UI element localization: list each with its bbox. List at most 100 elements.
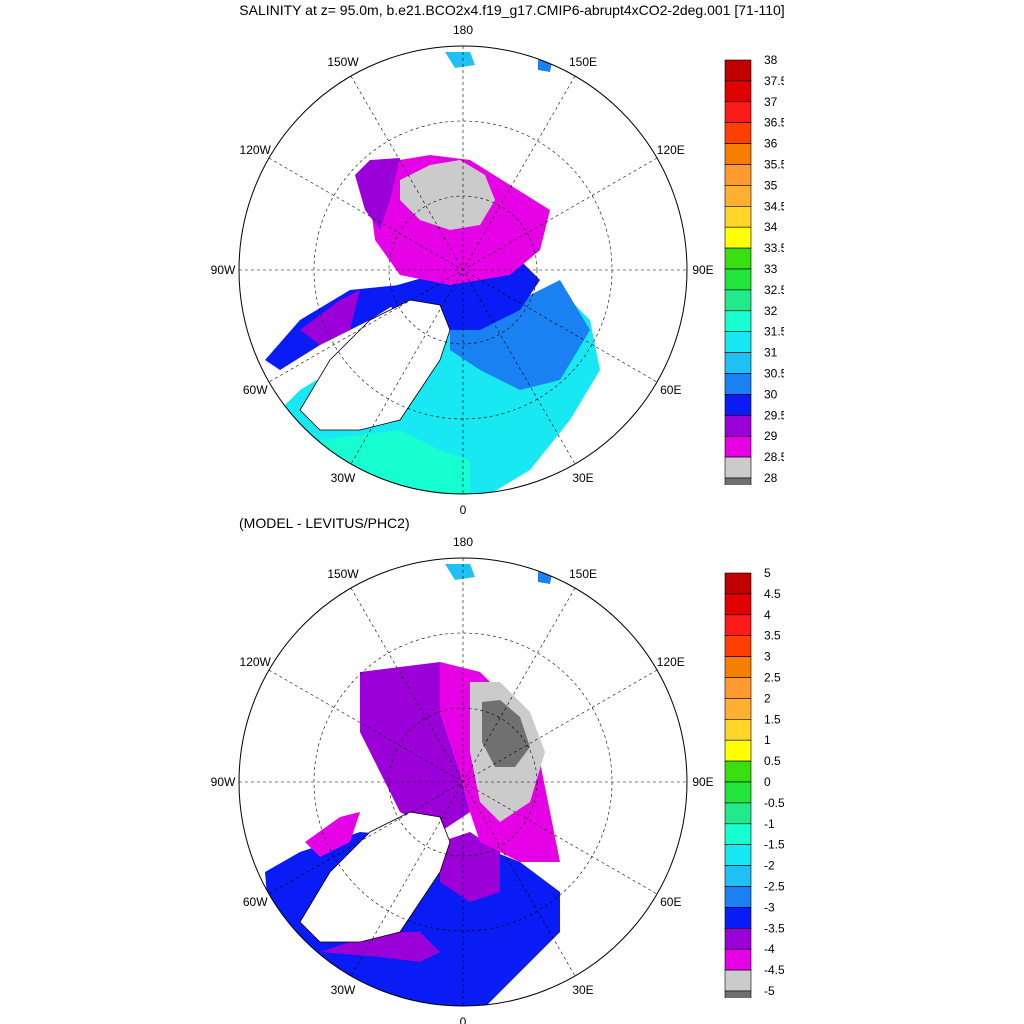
colorbar-swatch bbox=[724, 802, 752, 825]
barents-blue bbox=[450, 280, 590, 390]
colorbar-tick-label: 5 bbox=[764, 568, 771, 580]
colorbar-swatch bbox=[724, 990, 752, 998]
colorbar-tick-label: -2.5 bbox=[764, 880, 784, 894]
colorbar-tick-label: 29.5 bbox=[764, 408, 784, 422]
salinity-colorbar: 38 37.5 37 36.5 36 35.5 35 34.5 34 33.5 33 32.5 32 31… bbox=[724, 55, 784, 485]
colorbar-tick-label: -0.5 bbox=[764, 796, 784, 810]
colorbar-tick-label: -4 bbox=[764, 942, 775, 956]
colorbar-swatch bbox=[724, 268, 752, 291]
colorbar-tick-label: 2 bbox=[764, 691, 771, 705]
longitude-label: 150E bbox=[569, 55, 597, 69]
colorbar-swatch bbox=[724, 80, 752, 103]
longitude-label: 120W bbox=[240, 655, 272, 669]
bering-cyan-2 bbox=[445, 564, 475, 580]
colorbar-tick-label: 36 bbox=[764, 137, 778, 151]
bering-cyan bbox=[445, 52, 475, 68]
colorbar-swatch bbox=[724, 886, 752, 908]
colorbar-swatch bbox=[724, 572, 752, 595]
longitude-label: 90E bbox=[692, 775, 713, 789]
colorbar-swatch bbox=[724, 352, 752, 374]
longitude-label: 60E bbox=[660, 383, 681, 397]
colorbar-tick-label: 33 bbox=[764, 262, 778, 276]
colorbar-swatch bbox=[724, 310, 752, 333]
colorbar-swatch bbox=[724, 373, 752, 395]
greenland-land-2 bbox=[299, 811, 451, 943]
longitude-label: 180 bbox=[453, 535, 473, 549]
colorbar-swatch bbox=[724, 206, 752, 228]
colorbar-tick-label: 33.5 bbox=[764, 241, 784, 255]
longitude-label: 90W bbox=[211, 775, 236, 789]
colorbar-tick-label: 31 bbox=[764, 346, 778, 360]
longitude-label: 180 bbox=[453, 23, 473, 37]
colorbar-swatch bbox=[724, 226, 752, 249]
colorbar-swatch bbox=[724, 414, 752, 437]
archipelago-purple bbox=[300, 290, 360, 345]
colorbar-swatch bbox=[724, 185, 752, 207]
longitude-label: 60E bbox=[660, 895, 681, 909]
colorbar-swatch bbox=[724, 698, 752, 720]
colorbar-tick-label: 4.5 bbox=[764, 587, 781, 601]
colorbar-swatch bbox=[724, 164, 752, 186]
difference-colorbar: 5 4.5 4 3.5 3 2.5 2 1.5 1 0.5 0 -0.5 -1 -1.5 -2 -2.5 -3 -… bbox=[724, 568, 784, 998]
greenland-sea-purple bbox=[320, 932, 440, 962]
colorbar-tick-label: 3.5 bbox=[764, 629, 781, 643]
colorbar-tick-label: 0 bbox=[764, 775, 771, 789]
colorbar-tick-label: 32 bbox=[764, 304, 778, 318]
colorbar-tick-label: 37.5 bbox=[764, 74, 784, 88]
colorbar-swatch bbox=[724, 739, 752, 762]
graticule bbox=[239, 46, 687, 494]
colorbar-swatch bbox=[724, 719, 752, 741]
colorbar-swatch bbox=[724, 477, 752, 485]
colorbar-tick-label: -1.5 bbox=[764, 838, 784, 852]
colorbar-tick-label: 37 bbox=[764, 95, 778, 109]
longitude-label: 60W bbox=[243, 895, 268, 909]
colorbar-tick-label: 32.5 bbox=[764, 283, 784, 297]
colorbar-tick-label: 29 bbox=[764, 429, 778, 443]
colorbar-tick-label: 35.5 bbox=[764, 158, 784, 172]
colorbar-swatch bbox=[724, 593, 752, 616]
longitude-label: 30E bbox=[572, 471, 593, 485]
colorbar-swatch bbox=[724, 394, 752, 416]
colorbar-swatch bbox=[724, 656, 752, 678]
colorbar-tick-label: 2.5 bbox=[764, 671, 781, 685]
colorbar-tick-label: 34 bbox=[764, 220, 778, 234]
longitude-labels: 180 150E 120E 90E 60E 30E 0 30W 60W 90W 120W 150W bbox=[211, 23, 714, 517]
colorbar-swatch bbox=[724, 122, 752, 144]
colorbar-swatch bbox=[724, 614, 752, 636]
colorbar-tick-label: 1.5 bbox=[764, 712, 781, 726]
graticule bbox=[239, 558, 687, 1006]
longitude-label: 90E bbox=[692, 263, 713, 277]
colorbar-tick-label: 3 bbox=[764, 650, 771, 664]
colorbar-tick-label: 31.5 bbox=[764, 325, 784, 339]
colorbar-tick-label: 30.5 bbox=[764, 367, 784, 381]
colorbar-tick-label: 1 bbox=[764, 733, 771, 747]
longitude-label: 30E bbox=[572, 983, 593, 997]
canada-basin-darkgray bbox=[482, 700, 530, 767]
colorbar-swatch bbox=[724, 456, 752, 479]
colorbar-swatch bbox=[724, 331, 752, 353]
colorbar-swatch bbox=[724, 907, 752, 929]
longitude-label: 60W bbox=[243, 383, 268, 397]
longitude-label: 150W bbox=[327, 567, 359, 581]
longitude-label: 0 bbox=[460, 1015, 467, 1024]
colorbar-swatch bbox=[724, 844, 752, 866]
colorbar-swatch bbox=[724, 823, 752, 846]
colorbar-swatch bbox=[724, 143, 752, 165]
difference-plot-title: (MODEL - LEVITUS/PHC2) bbox=[239, 515, 410, 531]
greenland-land bbox=[299, 299, 451, 431]
canada-basin-gray bbox=[400, 160, 495, 230]
colorbar-tick-label: 36.5 bbox=[764, 116, 784, 130]
colorbar-swatch bbox=[724, 969, 752, 992]
colorbar-swatch bbox=[724, 760, 752, 783]
colorbar-tick-label: -5 bbox=[764, 984, 775, 998]
longitude-label: 120E bbox=[657, 143, 685, 157]
colorbar-tick-label: 0.5 bbox=[764, 754, 781, 768]
colorbar-tick-label: 34.5 bbox=[764, 199, 784, 213]
archipelago-magenta bbox=[305, 812, 360, 857]
colorbar-swatch bbox=[724, 635, 752, 657]
colorbar-tick-label: -1 bbox=[764, 817, 775, 831]
longitude-label: 150W bbox=[327, 55, 359, 69]
salinity-polar-map: 180 150E 120E 90E 60E 30E 0 30W 60W 90W 120W 150W bbox=[211, 23, 714, 517]
colorbar-swatch bbox=[724, 101, 752, 123]
longitude-label: 120E bbox=[657, 655, 685, 669]
